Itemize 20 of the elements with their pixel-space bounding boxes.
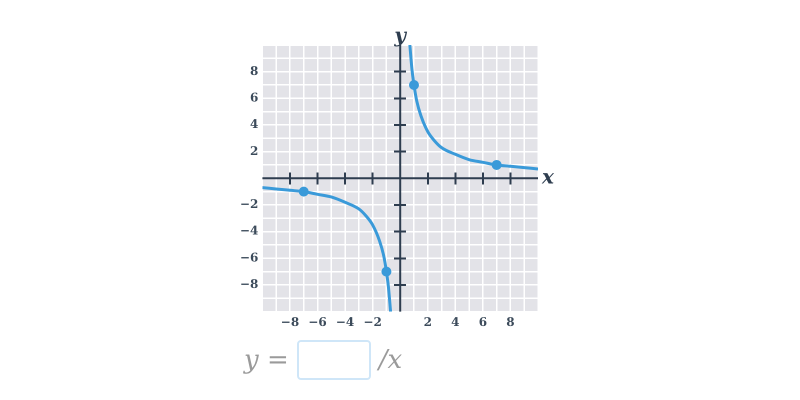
y-tick-label: −6 [240, 250, 258, 264]
y-tick-label: −8 [240, 277, 258, 292]
x-tick-label: 4 [451, 314, 460, 329]
x-tick-label: −4 [336, 314, 354, 329]
x-tick-label: 2 [424, 314, 432, 329]
y-tick-label: 6 [250, 90, 258, 104]
x-tick-label: 8 [506, 314, 515, 329]
y-axis-title: y [393, 23, 408, 48]
x-axis-title: x [541, 164, 555, 189]
x-tick-label: −2 [363, 314, 382, 329]
y-tick-label: −4 [240, 224, 258, 238]
x-tick-label: 6 [478, 314, 488, 329]
x-tick-label: −6 [308, 314, 327, 329]
y-tick-label: 4 [250, 117, 258, 132]
y-tick-label: 2 [250, 144, 258, 158]
y-tick-label: 8 [250, 64, 258, 78]
y-tick-label: −2 [240, 197, 258, 212]
text: y = [244, 345, 289, 375]
text: /x [378, 345, 402, 375]
x-tick-label: −8 [280, 314, 300, 329]
